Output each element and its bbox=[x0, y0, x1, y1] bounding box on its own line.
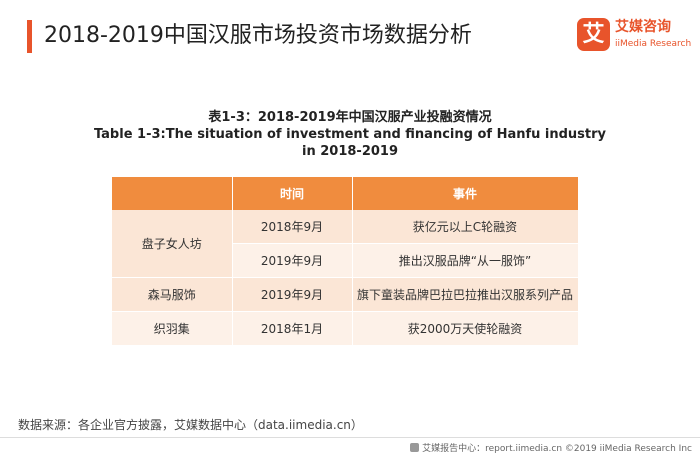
event-cell: 获亿元以上C轮融资 bbox=[352, 210, 579, 244]
table-row: 森马服饰 2019年9月 旗下童装品牌巴拉巴拉推出汉服系列产品 bbox=[112, 277, 579, 312]
title-accent-bar bbox=[27, 20, 32, 53]
table-row: 2019年9月 推出汉服品牌“从一服饰” bbox=[112, 243, 579, 278]
footer-credit: 艾媒报告中心：report.iimedia.cn ©2019 iiMedia R… bbox=[410, 441, 692, 454]
data-source-note: 数据来源：各企业官方披露，艾媒数据中心（data.iimedia.cn） bbox=[18, 418, 363, 432]
header-company bbox=[112, 177, 233, 210]
footer-text: 艾媒报告中心：report.iimedia.cn ©2019 iiMedia R… bbox=[422, 444, 692, 454]
company-cell: 森马服饰 bbox=[112, 277, 233, 312]
header-time: 时间 bbox=[232, 177, 353, 210]
table-caption-en: Table 1-3:The situation of investment an… bbox=[93, 127, 607, 142]
iimedia-logo: 艾 艾媒咨询 iiMedia Research bbox=[577, 14, 691, 60]
event-cell: 获2000万天使轮融资 bbox=[352, 311, 579, 346]
page-title: 2018-2019中国汉服市场投资市场数据分析 bbox=[44, 23, 472, 48]
time-cell: 2019年9月 bbox=[232, 277, 353, 312]
table-header-row: 时间 事件 bbox=[112, 177, 579, 210]
report-center-icon bbox=[410, 443, 420, 452]
logo-mark-icon: 艾 bbox=[577, 18, 610, 51]
time-cell: 2018年9月 bbox=[232, 210, 353, 244]
logo-name-en: iiMedia Research bbox=[615, 39, 692, 49]
table-caption-en-years: in 2018-2019 bbox=[302, 144, 398, 159]
table-row: 盘子女人坊 2018年9月 获亿元以上C轮融资 bbox=[112, 210, 579, 278]
event-cell: 旗下童装品牌巴拉巴拉推出汉服系列产品 bbox=[352, 277, 579, 312]
time-cell: 2019年9月 bbox=[232, 243, 353, 278]
event-cell: 推出汉服品牌“从一服饰” bbox=[352, 243, 579, 278]
time-cell: 2018年1月 bbox=[232, 311, 353, 346]
table-caption-cn: 表1-3：2018-2019年中国汉服产业投融资情况 bbox=[208, 110, 492, 125]
logo-name-cn: 艾媒咨询 bbox=[615, 19, 671, 35]
table-row: 织羽集 2018年1月 获2000万天使轮融资 bbox=[112, 311, 579, 346]
footer-divider bbox=[0, 437, 700, 438]
company-cell: 织羽集 bbox=[112, 311, 233, 346]
investment-table: 时间 事件 盘子女人坊 2018年9月 获亿元以上C轮融资 2019年9月 推出… bbox=[112, 177, 579, 346]
company-cell: 盘子女人坊 bbox=[112, 210, 233, 278]
header-event: 事件 bbox=[352, 177, 579, 210]
